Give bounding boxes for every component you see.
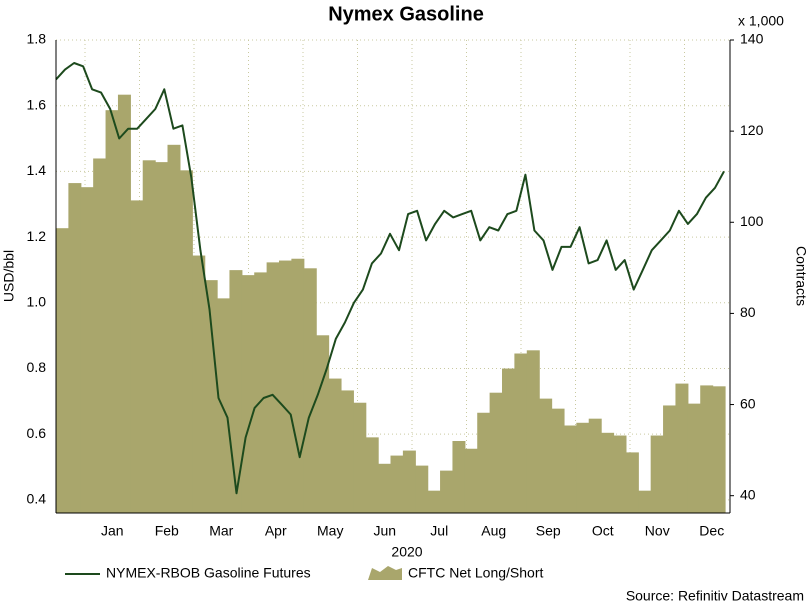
y-tick-label: 1.0 — [27, 293, 47, 309]
area-step — [266, 262, 280, 513]
area-step — [563, 425, 577, 513]
legend-label: CFTC Net Long/Short — [408, 565, 543, 581]
area-step — [514, 353, 528, 513]
area-step — [464, 448, 478, 513]
x-tick-label: Feb — [155, 523, 179, 539]
x-tick-label: Jun — [373, 523, 396, 539]
area-step — [167, 144, 181, 514]
x-tick-label: Oct — [592, 523, 614, 539]
legend-label: NYMEX-RBOB Gasoline Futures — [106, 565, 311, 581]
area-step — [316, 335, 330, 513]
area-step — [291, 258, 305, 513]
area-step — [539, 398, 553, 513]
area-step — [687, 403, 701, 513]
area-step — [477, 412, 491, 513]
y2-tick-label: 60 — [740, 395, 756, 411]
area-step — [650, 435, 664, 513]
area-step — [415, 465, 429, 513]
x-tick-label: Jul — [430, 523, 448, 539]
area-step — [254, 272, 268, 513]
area-step — [402, 450, 416, 513]
area-step — [365, 437, 379, 513]
area-step — [378, 463, 392, 513]
area-step — [663, 405, 677, 513]
area-step — [179, 170, 193, 513]
y2-unit: x 1,000 — [738, 13, 784, 29]
x-tick-label: Nov — [645, 523, 670, 539]
area-step — [279, 260, 292, 513]
area-step — [68, 183, 82, 513]
y2-axis-label: Contracts — [793, 246, 809, 306]
area-step — [229, 270, 243, 513]
area-step — [489, 392, 503, 513]
area-step — [340, 390, 354, 513]
area-step — [142, 160, 156, 513]
area-step — [675, 383, 689, 513]
area-step — [353, 402, 367, 513]
area-step — [712, 386, 726, 513]
y-tick-label: 1.4 — [27, 162, 47, 178]
y-tick-label: 1.8 — [27, 31, 47, 47]
x-tick-label: Jan — [101, 523, 124, 539]
x-tick-label: Aug — [481, 523, 506, 539]
area-step — [700, 385, 714, 513]
x-tick-label: Apr — [265, 523, 287, 539]
y2-tick-label: 120 — [740, 122, 764, 138]
x-tick-label: Sep — [536, 523, 561, 539]
area-step — [328, 378, 342, 513]
x-tick-label: Mar — [209, 523, 233, 539]
area-step — [56, 228, 69, 513]
area-step — [613, 435, 627, 513]
area-step — [93, 158, 107, 513]
area-step — [576, 422, 590, 513]
y-tick-label: 0.4 — [27, 491, 47, 507]
area-step — [390, 455, 404, 513]
area-step — [155, 162, 169, 513]
y2-tick-label: 140 — [740, 31, 764, 47]
area-step — [80, 187, 94, 514]
area-step — [440, 470, 454, 513]
y-axis-label: USD/bbl — [1, 250, 17, 302]
area-step — [217, 298, 231, 513]
source-note: Source: Refinitiv Datastream — [626, 588, 804, 604]
chart-title: Nymex Gasoline — [328, 3, 484, 25]
x-axis-label: 2020 — [391, 544, 422, 560]
area-step — [551, 408, 565, 513]
area-step — [625, 452, 639, 513]
area-step — [601, 432, 615, 513]
y-tick-label: 0.8 — [27, 359, 47, 375]
y-tick-label: 1.6 — [27, 96, 47, 112]
y2-tick-label: 80 — [740, 304, 756, 320]
area-step — [130, 200, 144, 514]
area-step — [117, 94, 131, 514]
area-step — [192, 255, 206, 514]
area-step — [105, 110, 119, 513]
x-tick-label: Dec — [699, 523, 724, 539]
x-tick-label: May — [317, 523, 343, 539]
area-step — [427, 490, 441, 513]
area-step — [204, 280, 218, 513]
area-step — [526, 350, 540, 513]
y2-tick-label: 100 — [740, 213, 764, 229]
area-step — [241, 275, 255, 513]
area-step — [502, 368, 515, 513]
y2-tick-label: 40 — [740, 486, 756, 502]
legend-area-swatch — [368, 566, 402, 580]
line — [55, 62, 725, 495]
y-tick-label: 0.6 — [27, 425, 47, 441]
area-step — [452, 441, 466, 513]
area-step — [638, 490, 652, 513]
area-step — [588, 418, 602, 513]
area-step — [303, 268, 317, 513]
plot: Jan Feb Mar Apr May Jun Jul Aug Sep Oct Nov Dec 0.4 0… — [27, 31, 764, 539]
y-tick-label: 1.2 — [27, 228, 47, 244]
